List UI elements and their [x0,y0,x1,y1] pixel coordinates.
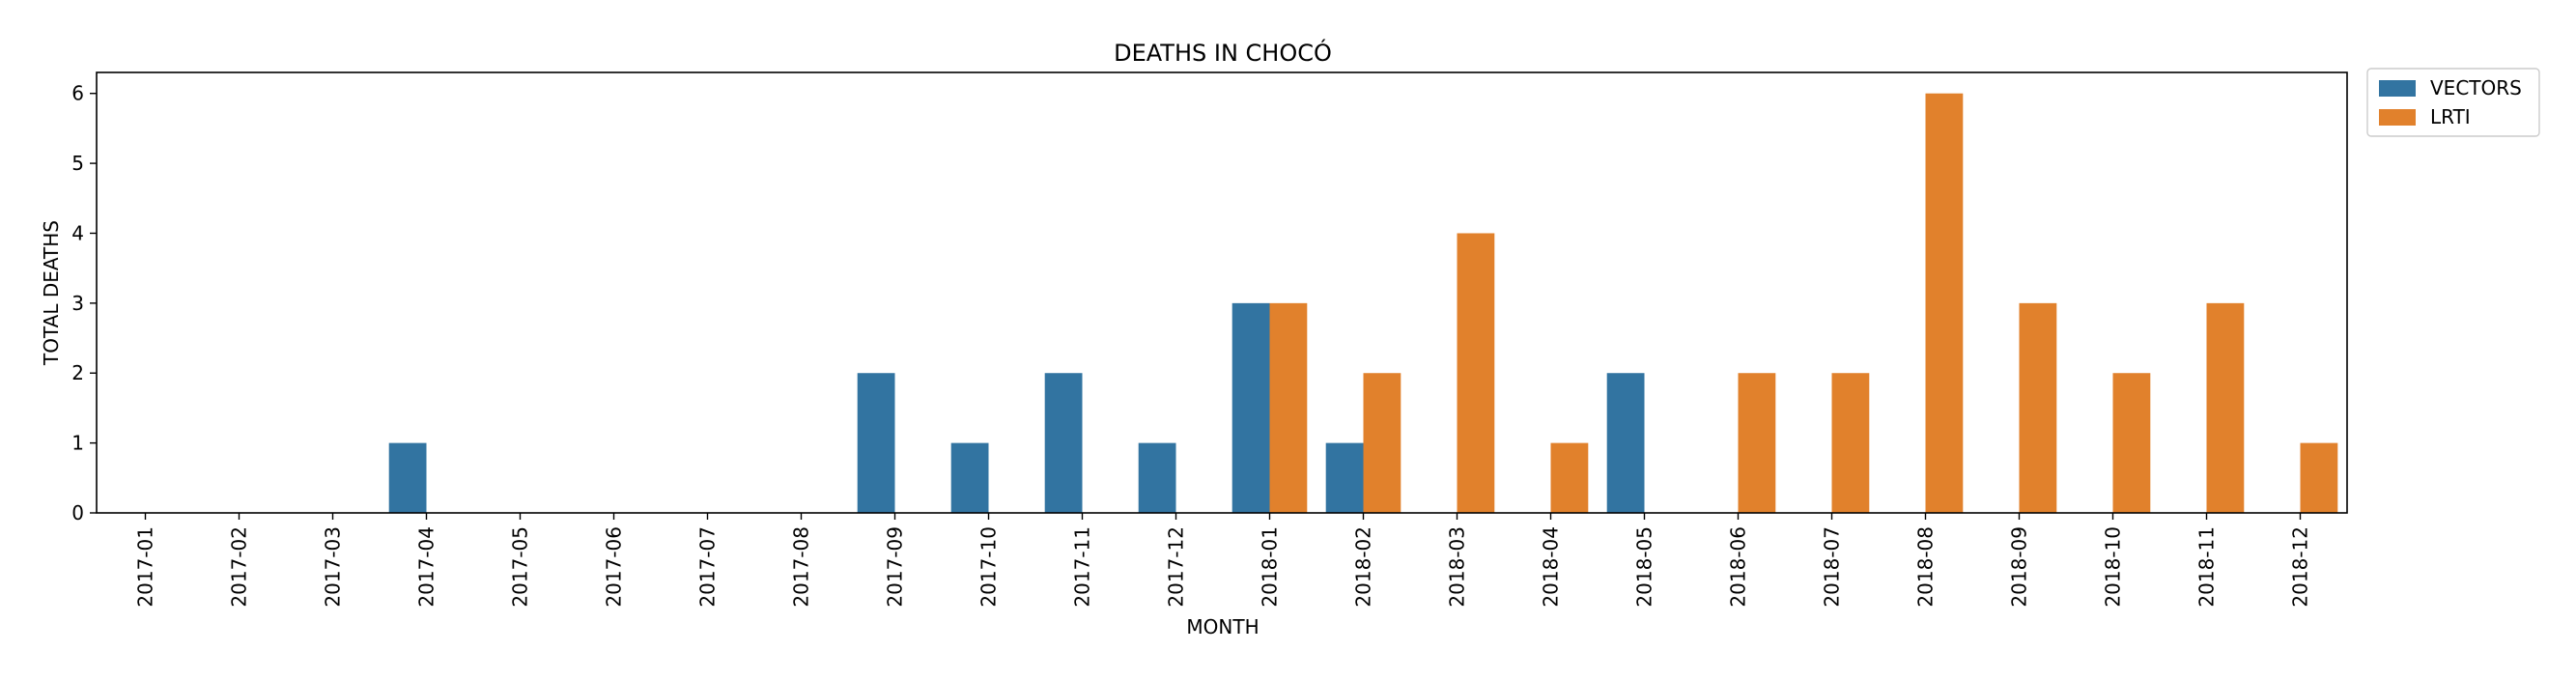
x-tick-label: 2017-04 [415,526,439,608]
y-tick-label: 2 [71,361,84,384]
y-axis-title: TOTAL DEATHS [40,220,63,366]
y-tick-label: 0 [71,501,84,524]
bar-lrti-2018-03 [1457,233,1495,513]
bar-lrti-2018-11 [2206,302,2245,513]
x-tick-label: 2018-08 [1914,526,1938,608]
x-tick-label: 2017-11 [1071,526,1094,608]
bar-lrti-2018-07 [1831,373,1870,513]
y-axis: 0 1 2 3 4 5 6 [71,82,97,524]
x-tick-label: 2018-10 [2102,526,2125,608]
bar-vectors-2017-09 [857,373,895,513]
y-tick-label: 4 [71,221,84,244]
x-tick-label: 2017-09 [884,526,907,608]
y-tick-label: 6 [71,82,84,105]
bar-vectors-2017-10 [950,442,989,513]
x-tick-label: 2017-02 [228,526,251,608]
chart-title: DEATHS IN CHOCÓ [1114,38,1332,67]
bar-lrti-2018-01 [1269,302,1308,513]
bar-lrti-2018-12 [2300,442,2338,513]
bar-vectors-2018-05 [1606,373,1645,513]
legend: VECTORS LRTI [2366,68,2540,137]
x-tick-label: 2018-01 [1259,526,1282,608]
x-axis: 2017-01 2017-02 2017-03 2017-04 2017-05 2017-… [134,513,2312,608]
x-tick-label: 2017-01 [134,526,157,608]
x-tick-label: 2017-06 [603,526,626,608]
bar-lrti-2018-08 [1925,93,1964,513]
bar-vectors-2017-11 [1044,373,1083,513]
x-tick-label: 2018-12 [2289,526,2312,608]
legend-swatch-lrti [2379,109,2416,126]
x-tick-label: 2017-03 [322,526,345,608]
x-tick-label: 2017-08 [790,526,813,608]
bar-lrti-2018-09 [2019,302,2057,513]
y-tick-label: 1 [71,432,84,455]
x-tick-label: 2018-05 [1633,526,1656,608]
x-tick-label: 2018-11 [2195,526,2219,608]
x-tick-label: 2018-04 [1540,526,1563,608]
x-tick-label: 2017-07 [696,526,720,608]
bar-vectors-2018-02 [1325,442,1364,513]
legend-label-vectors: VECTORS [2430,76,2522,99]
x-axis-title: MONTH [1186,615,1259,638]
y-tick-label: 5 [71,152,84,175]
plot-frame [96,71,2348,514]
x-tick-label: 2018-03 [1446,526,1469,608]
bar-lrti-2018-06 [1738,373,1776,513]
x-tick-label: 2017-05 [509,526,532,608]
x-tick-label: 2018-09 [2008,526,2031,608]
bar-vectors-2017-04 [388,442,427,513]
x-tick-label: 2018-07 [1821,526,1844,608]
y-tick-label: 3 [71,292,84,315]
bar-lrti-2018-02 [1363,373,1401,513]
legend-swatch-vectors [2379,80,2416,97]
bar-vectors-2018-01 [1231,302,1270,513]
bars-layer [388,93,2338,513]
x-tick-label: 2018-02 [1352,526,1375,608]
x-tick-label: 2017-12 [1165,526,1188,608]
bar-vectors-2017-12 [1138,442,1176,513]
x-tick-label: 2017-10 [977,526,1001,608]
x-tick-label: 2018-06 [1727,526,1750,608]
bar-lrti-2018-10 [2112,373,2151,513]
bar-lrti-2018-04 [1550,442,1589,513]
legend-label-lrti: LRTI [2430,105,2471,128]
